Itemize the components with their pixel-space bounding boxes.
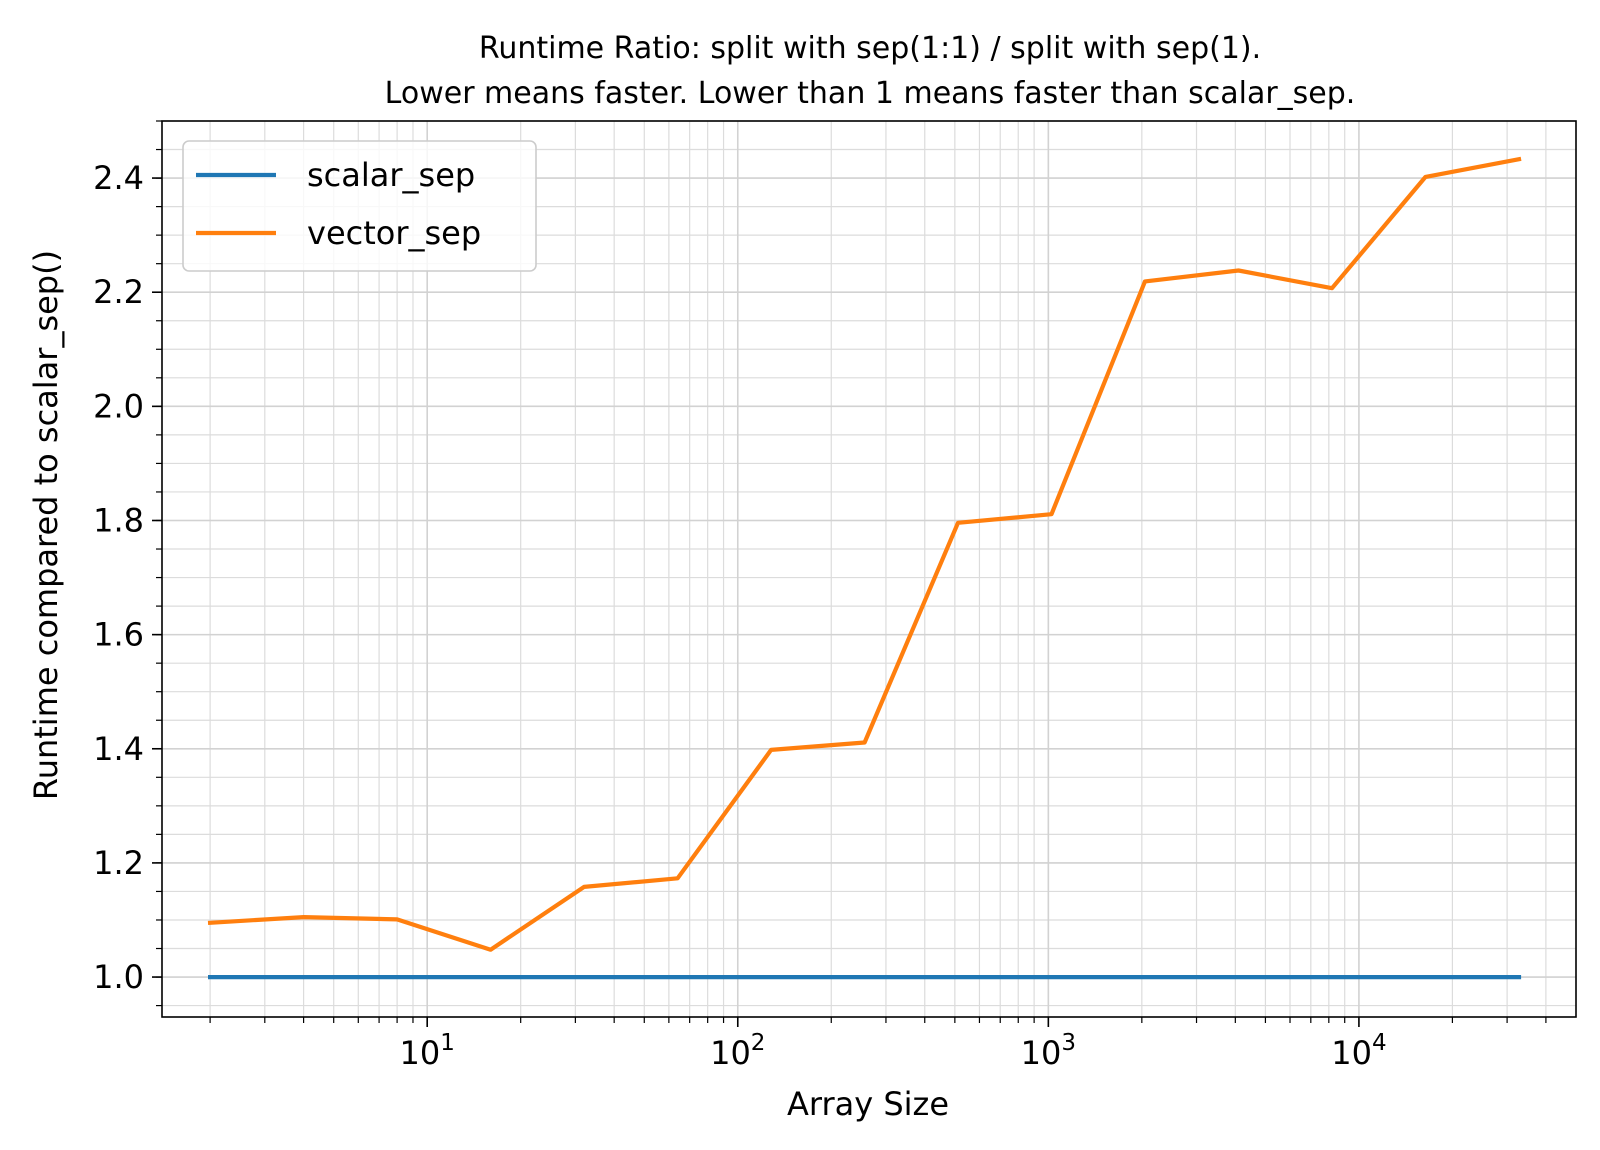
ticks-layer — [152, 120, 1547, 1027]
tick-labels: 101 102 103 104 1.0 1.2 1.4 1.6 1.8 2.0 2.2 2.4 — [93, 159, 1386, 1072]
legend-label-vector-sep: vector_sep — [307, 214, 481, 252]
y-axis-label: Runtime compared to scalar_sep() — [27, 250, 65, 800]
x-tick-label: 101 — [400, 1030, 455, 1072]
y-tick-label: 1.2 — [93, 844, 144, 882]
y-tick-label: 2.4 — [93, 159, 144, 197]
y-tick-label: 2.0 — [93, 387, 144, 425]
legend: scalar_sep vector_sep — [182, 140, 537, 272]
y-tick-label: 1.8 — [93, 501, 144, 539]
x-tick-label: 104 — [1331, 1030, 1386, 1072]
x-axis-label: Array Size — [787, 1085, 949, 1123]
x-tick-label: 103 — [1021, 1030, 1076, 1072]
chart-title-line-1: Runtime Ratio: split with sep(1:1) / spl… — [479, 31, 1261, 66]
y-tick-label: 1.0 — [93, 958, 144, 996]
chart-title-line-2: Lower means faster. Lower than 1 means f… — [385, 76, 1356, 111]
series-line-vector-sep — [207, 156, 1522, 952]
plot-frame — [161, 120, 1577, 1018]
y-tick-label: 1.6 — [93, 616, 144, 654]
y-tick-label: 2.2 — [93, 273, 144, 311]
x-tick-label: 102 — [710, 1030, 765, 1072]
legend-label-scalar-sep: scalar_sep — [307, 156, 475, 194]
y-tick-label: 1.4 — [93, 730, 144, 768]
series-layer — [207, 156, 1522, 980]
